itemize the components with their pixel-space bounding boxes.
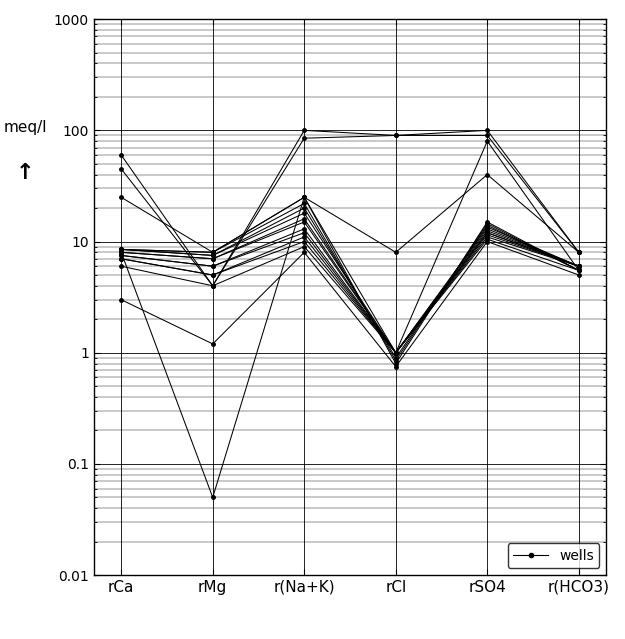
- Legend: wells: wells: [508, 543, 599, 568]
- Text: meq/l: meq/l: [3, 120, 47, 135]
- Text: ↑: ↑: [16, 162, 34, 183]
